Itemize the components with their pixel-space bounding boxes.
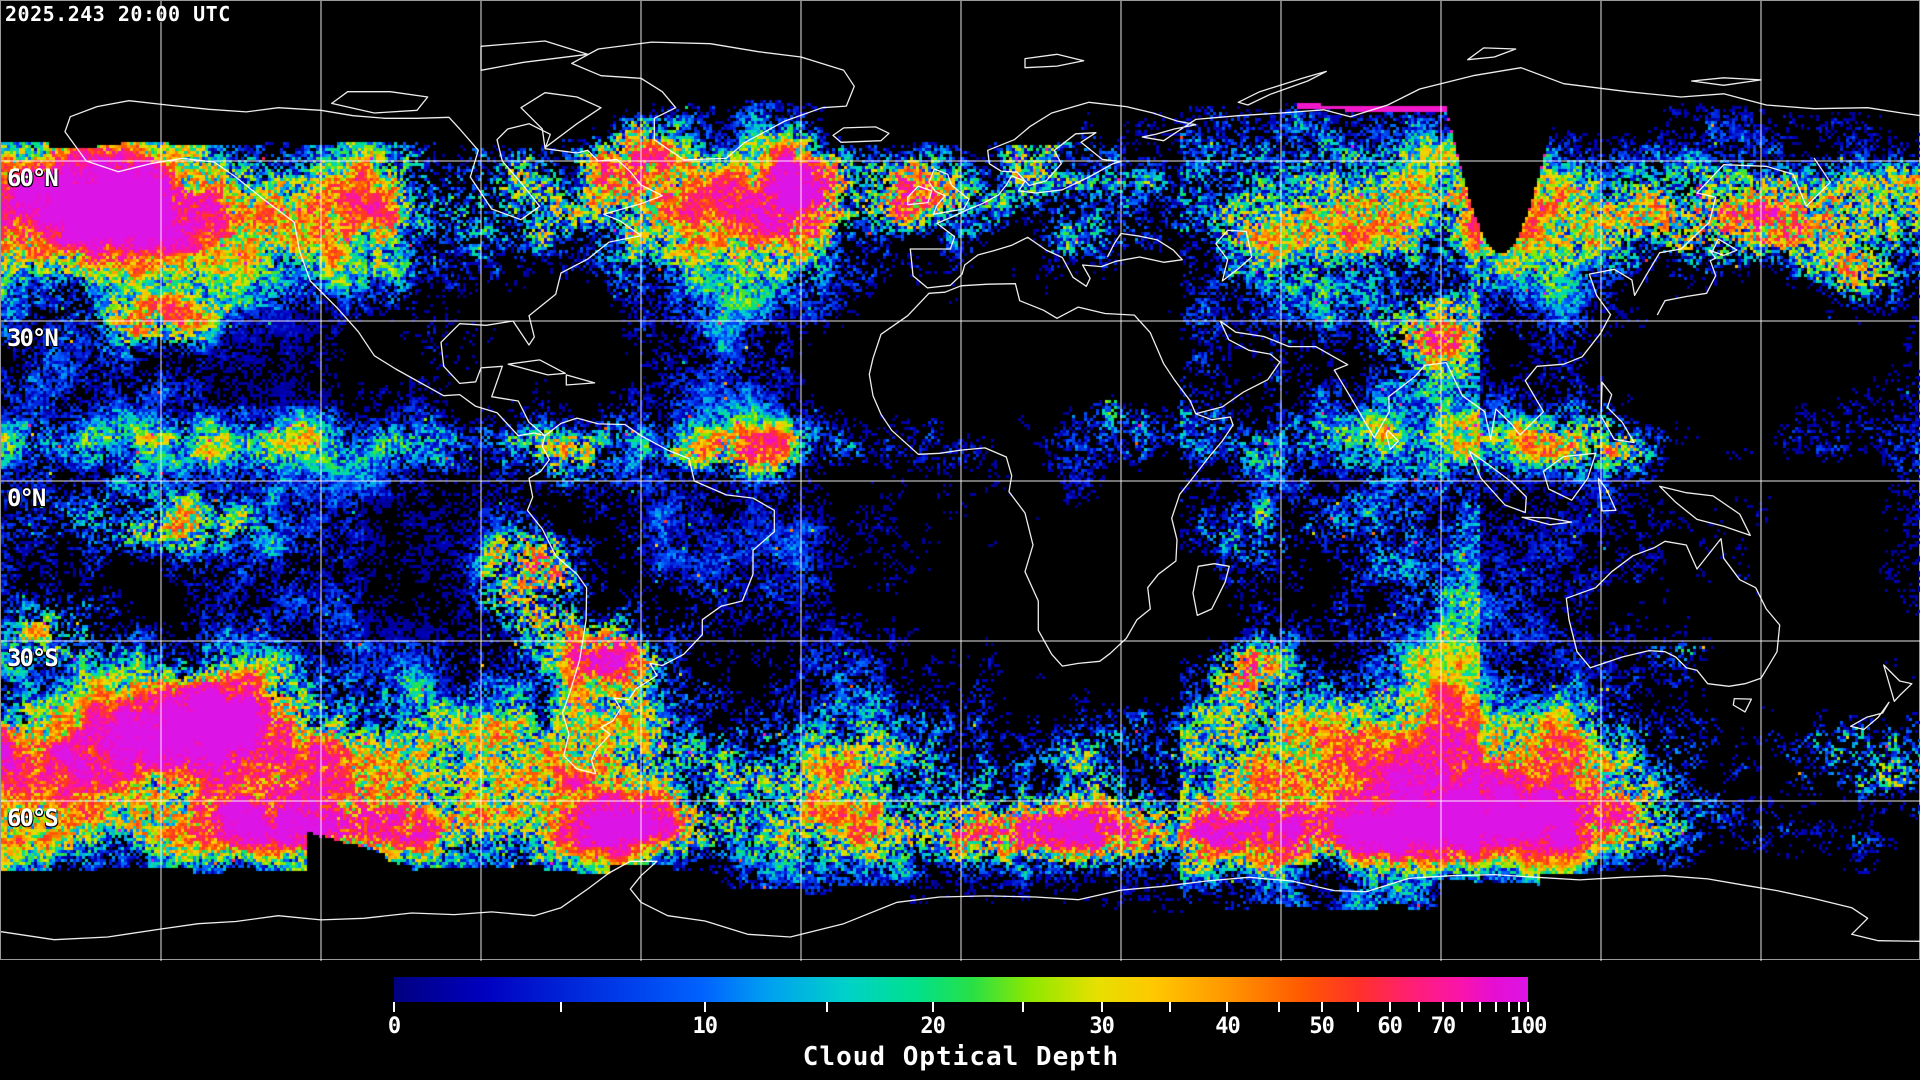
colorbar-tick-90: [1507, 1002, 1510, 1012]
colorbar-tick-45: [1277, 1002, 1280, 1012]
colorbar-tick-75: [1461, 1002, 1464, 1012]
colorbar-tick-label-60: 60: [1377, 1014, 1402, 1039]
coastline-path: [928, 168, 970, 215]
coastline-path: [909, 67, 1920, 250]
coastline-path: [1732, 697, 1753, 713]
coastline-path: [507, 359, 566, 376]
colorbar-tick-65: [1418, 1002, 1421, 1012]
coastline-path: [526, 417, 775, 775]
colorbar-tick-40: [1226, 1002, 1229, 1012]
coastline-path: [868, 283, 1234, 667]
colorbar-tick-20: [931, 1002, 934, 1012]
colorbar-tick-label-20: 20: [920, 1014, 945, 1039]
colorbar-tick-35: [1168, 1002, 1171, 1012]
coastline-path: [1467, 47, 1517, 61]
colorbar-tick-95: [1517, 1002, 1520, 1012]
colorbar-tick-5: [559, 1002, 562, 1012]
coastline-path: [907, 185, 933, 206]
colorbar-tick-80: [1479, 1002, 1482, 1012]
coastline-path: [1215, 229, 1253, 282]
coastline-path: [1237, 70, 1327, 106]
world-map: 2025.243 20:00 UTC 60°N 30°N 0°N 30°S 60°S: [0, 0, 1920, 961]
colorbar-tick-55: [1356, 1002, 1359, 1012]
colorbar-tick-85: [1495, 1002, 1498, 1012]
colorbar-tick-label-40: 40: [1215, 1014, 1240, 1039]
coastline-path: [909, 232, 1183, 289]
coastline-path: [1385, 429, 1399, 451]
coastline-path: [1849, 701, 1890, 731]
colorbar-tick-0: [393, 1002, 395, 1012]
coastline-path: [1691, 77, 1762, 86]
coastline-path: [331, 91, 429, 114]
coastline-path: [1597, 477, 1617, 512]
coastline-path: [1024, 53, 1085, 69]
coastline-path: [1883, 664, 1913, 702]
timestamp-label: 2025.243 20:00 UTC: [5, 2, 231, 26]
latitude-label-60N: 60°N: [7, 164, 59, 192]
coastline-path: [1195, 157, 1831, 441]
colorbar-tick-30: [1100, 1002, 1103, 1012]
coastline-path: [1521, 516, 1573, 526]
latitude-label-60S: 60°S: [7, 804, 59, 832]
colorbar-title: Cloud Optical Depth: [802, 1042, 1120, 1072]
colorbar-tick-label-100: 100: [1509, 1014, 1548, 1039]
coastline-path: [520, 92, 602, 149]
colorbar-tick-10: [703, 1002, 706, 1012]
colorbar-tick-25: [1022, 1002, 1025, 1012]
colorbar-tick-label-0: 0: [387, 1014, 401, 1039]
coastline-path: [64, 100, 663, 437]
graticule-layer: [1, 1, 1920, 961]
colorbar-tick-label-70: 70: [1430, 1014, 1456, 1039]
coastline-path: [1468, 450, 1527, 514]
coastline-path: [1542, 452, 1597, 501]
map-overlay: [1, 1, 1920, 961]
coastline-path: [832, 126, 890, 143]
colorbar-tick-label-50: 50: [1309, 1014, 1334, 1039]
coastline-path: [1192, 563, 1230, 617]
latitude-label-30N: 30°N: [7, 324, 59, 352]
coastline-path: [571, 41, 855, 161]
colorbar-tick-70: [1441, 1002, 1444, 1012]
colorbar-tick-60: [1388, 1002, 1391, 1012]
colorbar-tick-100: [1527, 1002, 1529, 1012]
colorbar-tick-label-30: 30: [1089, 1014, 1114, 1039]
latitude-label-30S: 30°S: [7, 644, 59, 672]
coastline-layer: [1, 40, 1920, 942]
coastline-path: [565, 374, 596, 386]
coastline-path: [1656, 238, 1738, 316]
coastline-path: [1565, 537, 1781, 687]
coastline-path: [1659, 485, 1751, 537]
colorbar: 0 10 20 30 40 50 60 70 100 Cloud Optical Depth: [388, 977, 1547, 1077]
colorbar-tick-50: [1320, 1002, 1323, 1012]
colorbar-gradient: [394, 977, 1528, 1002]
coastline-path: [1, 860, 1920, 942]
coastline-path: [1600, 381, 1635, 444]
latitude-label-0N: 0°N: [7, 484, 46, 512]
colorbar-tick-15: [826, 1002, 829, 1012]
coastline-path: [480, 40, 589, 71]
colorbar-tick-label-10: 10: [692, 1014, 717, 1039]
